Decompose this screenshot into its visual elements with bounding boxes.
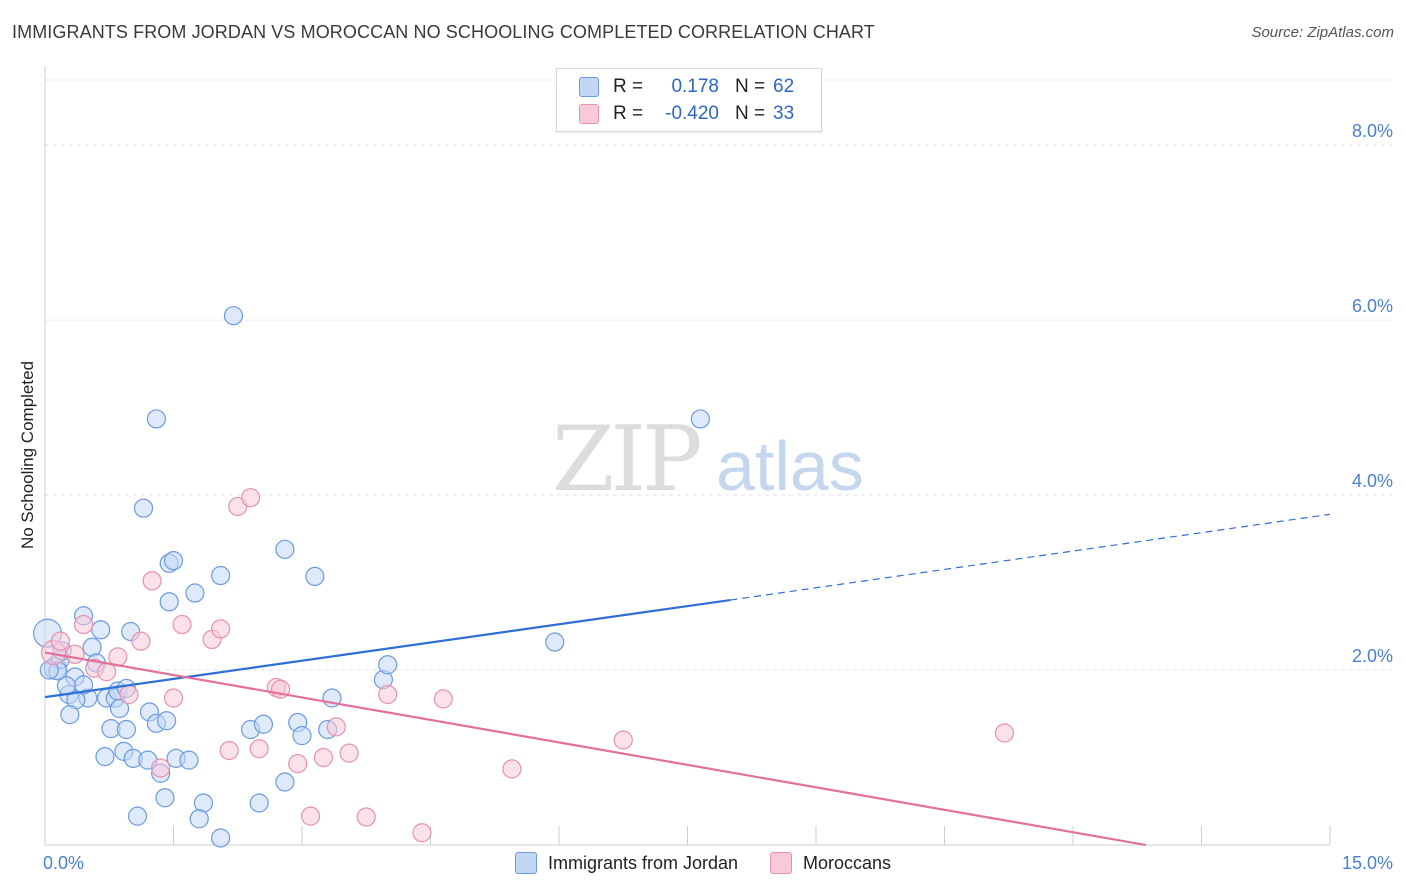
x-tick-label: 15.0% xyxy=(1342,853,1393,873)
jordan-point xyxy=(275,772,295,792)
jordan-point xyxy=(249,793,269,813)
moroccan-point xyxy=(65,644,85,664)
r-label: R = xyxy=(613,76,644,97)
jordan-point xyxy=(690,409,710,429)
stats-swatch-moroccans xyxy=(579,104,599,124)
moroccan-point xyxy=(241,488,261,508)
y-tick-label: 6.0% xyxy=(1352,296,1393,316)
moroccan-point xyxy=(326,717,346,737)
moroccan-point xyxy=(50,631,71,651)
jordan-point xyxy=(292,726,312,746)
legend: Immigrants from Jordan Moroccans xyxy=(0,852,1406,874)
moroccan-point xyxy=(163,688,184,708)
r-label: R = xyxy=(613,103,644,124)
y-tick-label: 4.0% xyxy=(1352,471,1393,491)
moroccan-point xyxy=(412,823,432,843)
moroccan-point xyxy=(994,723,1015,743)
stats-box: R = 0.178 N = 62 R = -0.420 N = 33 xyxy=(556,68,822,132)
jordan-point xyxy=(163,551,184,571)
source-label: Source: ZipAtlas.com xyxy=(1251,24,1394,41)
jordan-point xyxy=(109,698,130,719)
moroccan-point xyxy=(172,614,192,635)
moroccan-point xyxy=(613,730,633,750)
n-label: N = xyxy=(735,76,766,97)
moroccan-point xyxy=(249,739,269,759)
jordan-point xyxy=(193,793,214,813)
legend-swatch-moroccans xyxy=(770,852,793,874)
moroccan-point xyxy=(119,684,139,705)
moroccan-point xyxy=(339,743,359,763)
legend-swatch-jordan xyxy=(514,852,537,874)
jordan-point xyxy=(545,632,565,652)
y-tick-label: 2.0% xyxy=(1352,646,1393,666)
jordan-point xyxy=(133,498,154,518)
jordan-point xyxy=(127,806,148,826)
jordan-point xyxy=(189,809,209,829)
jordan-point xyxy=(60,705,80,725)
jordan-point xyxy=(305,566,325,587)
jordan-point xyxy=(179,750,199,770)
moroccan-point xyxy=(142,571,162,591)
stats-swatch-jordan xyxy=(579,77,599,97)
legend-label-moroccans: Moroccans xyxy=(803,852,892,873)
legend-item-moroccans: Moroccans xyxy=(770,852,891,874)
moroccan-point xyxy=(378,684,398,705)
moroccan-point xyxy=(211,619,231,639)
r-value: -0.420 xyxy=(665,103,719,124)
jordan-point xyxy=(82,637,102,657)
moroccan-point xyxy=(219,740,239,761)
watermark: ZIP atlas xyxy=(552,407,864,512)
moroccan-point xyxy=(73,614,94,635)
moroccan-point xyxy=(151,758,171,778)
moroccan-point xyxy=(313,747,334,768)
jordan-trendline-extension xyxy=(730,513,1331,601)
moroccan-point xyxy=(433,689,453,709)
jordan-point xyxy=(116,719,136,740)
stats-row-moroccans: R = -0.420 N = 33 xyxy=(579,102,794,126)
jordan-point xyxy=(378,655,398,675)
x-tick-label: 0.0% xyxy=(43,853,84,873)
jordan-point xyxy=(253,714,274,734)
jordan-point xyxy=(223,306,244,326)
stats-row-jordan: R = 0.178 N = 62 xyxy=(579,75,794,99)
jordan-point xyxy=(157,711,177,731)
y-tick-label: 8.0% xyxy=(1352,121,1393,141)
moroccan-point xyxy=(288,754,308,774)
chart-title: IMMIGRANTS FROM JORDAN VS MOROCCAN NO SC… xyxy=(12,22,875,42)
n-label: N = xyxy=(735,103,766,124)
legend-label-jordan: Immigrants from Jordan xyxy=(547,852,739,873)
jordan-point xyxy=(275,539,295,559)
jordan-point xyxy=(155,788,175,808)
watermark-atlas: atlas xyxy=(716,427,864,505)
n-value: 62 xyxy=(773,76,795,97)
moroccan-point xyxy=(300,806,321,826)
jordan-point xyxy=(211,565,231,586)
jordan-point xyxy=(185,583,205,603)
moroccan-trendline xyxy=(44,651,1147,847)
r-value: 0.178 xyxy=(671,76,719,97)
moroccan-point xyxy=(131,631,151,651)
jordan-point xyxy=(91,620,111,640)
n-value: 33 xyxy=(773,103,795,124)
moroccan-point xyxy=(356,807,376,827)
watermark-zip: ZIP xyxy=(552,407,700,512)
jordan-point xyxy=(159,592,179,612)
jordan-point xyxy=(146,409,166,429)
legend-item-jordan: Immigrants from Jordan xyxy=(514,852,739,874)
jordan-trendline xyxy=(44,598,731,699)
jordan-point xyxy=(211,828,231,848)
jordan-point xyxy=(95,747,115,767)
moroccan-point xyxy=(502,759,522,779)
